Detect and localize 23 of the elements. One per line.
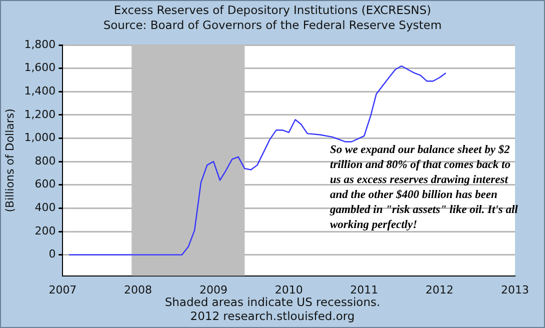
x-tick-label: 2009 <box>200 283 228 296</box>
text: Shaded areas indicate US recessions. <box>164 295 382 309</box>
chart-subtitle: Source: Board of Governors of the Federal Reserve System <box>102 18 443 33</box>
x-tick-label: 2010 <box>274 283 303 296</box>
x-tick-label: 2011 <box>350 283 378 296</box>
y-tick-label: 1,800 <box>24 38 56 51</box>
chart-title: Excess Reserves of Depository Institutions (EXCRESNS) <box>112 3 432 18</box>
y-tick-label: 200 <box>34 224 56 238</box>
y-tick-label: 1,200 <box>24 108 56 121</box>
y-tick-label: 1,400 <box>24 84 56 98</box>
x-tick-label: 2008 <box>124 283 152 296</box>
y-tick-label: 800 <box>34 154 56 168</box>
y-tick-label: 0 <box>48 248 56 261</box>
y-tick-label: 400 <box>34 201 56 214</box>
x-tick-label: 2007 <box>48 283 77 296</box>
y-tick-label: 600 <box>34 178 56 191</box>
y-tick-label: 1,000 <box>24 131 56 144</box>
x-tick-label: 2012 <box>425 283 454 296</box>
y-axis-title: (Billions of Dollars) <box>3 108 16 212</box>
y-tick-label: 1,600 <box>24 61 56 74</box>
x-tick-label: 2013 <box>501 283 529 296</box>
text: 2012 research.stlouisfed.org <box>189 309 356 323</box>
annotation: So we expand our balance sheet by $2 trillion and 80% of that comes back to us as excess reserves drawing interest and the other $400 billion has been gambled in "risk assets" like oil. It's all working perfectly! <box>330 143 518 233</box>
